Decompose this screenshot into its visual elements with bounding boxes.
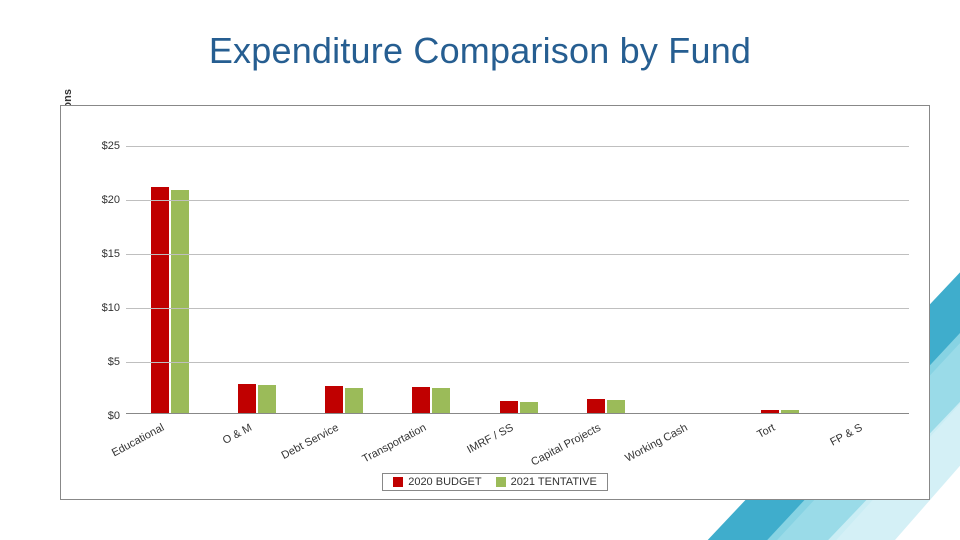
y-tick-label: $5 — [108, 356, 126, 368]
y-tick-label: $25 — [102, 140, 126, 152]
legend-swatch-0 — [393, 477, 403, 487]
bar — [607, 400, 625, 414]
bar — [258, 385, 276, 414]
gridline — [126, 308, 909, 309]
legend-item-1: 2021 TENTATIVE — [496, 476, 597, 488]
gridline — [126, 362, 909, 363]
x-tick-label: O & M — [221, 422, 254, 447]
x-tick-label: Transportation — [360, 422, 428, 466]
bar — [171, 190, 189, 414]
gridline — [126, 254, 909, 255]
gridline — [126, 146, 909, 147]
bar — [432, 388, 450, 414]
x-axis-line — [126, 413, 909, 414]
x-tick-label: Educational — [110, 422, 166, 460]
bar — [151, 187, 169, 414]
x-tick-label: Tort — [755, 422, 777, 441]
x-axis-labels: EducationalO & MDebt ServiceTransportati… — [126, 416, 909, 461]
legend-item-0: 2020 BUDGET — [393, 476, 481, 488]
bar — [325, 386, 343, 414]
gridline — [126, 200, 909, 201]
legend-box: 2020 BUDGET 2021 TENTATIVE — [382, 473, 608, 491]
bar — [345, 388, 363, 414]
bar — [412, 387, 430, 414]
bar — [238, 384, 256, 414]
bar — [587, 399, 605, 414]
x-tick-label: Debt Service — [280, 422, 341, 462]
legend-swatch-1 — [496, 477, 506, 487]
legend: 2020 BUDGET 2021 TENTATIVE — [61, 471, 929, 493]
x-tick-label: Working Cash — [623, 422, 689, 465]
x-tick-label: Capital Projects — [529, 422, 603, 469]
legend-label-1: 2021 TENTATIVE — [511, 476, 597, 488]
x-tick-label: IMRF / SS — [465, 422, 515, 456]
y-tick-label: $0 — [108, 410, 126, 422]
plot-area: $0$5$10$15$20$25 — [126, 146, 909, 414]
legend-label-0: 2020 BUDGET — [408, 476, 481, 488]
x-tick-label: FP & S — [828, 422, 864, 449]
y-tick-label: $20 — [102, 194, 126, 206]
slide-title: Expenditure Comparison by Fund — [0, 30, 960, 72]
y-tick-label: $10 — [102, 302, 126, 314]
bars-layer — [126, 146, 909, 414]
y-tick-label: $15 — [102, 248, 126, 260]
chart-container: $0$5$10$15$20$25 EducationalO & MDebt Se… — [60, 105, 930, 500]
